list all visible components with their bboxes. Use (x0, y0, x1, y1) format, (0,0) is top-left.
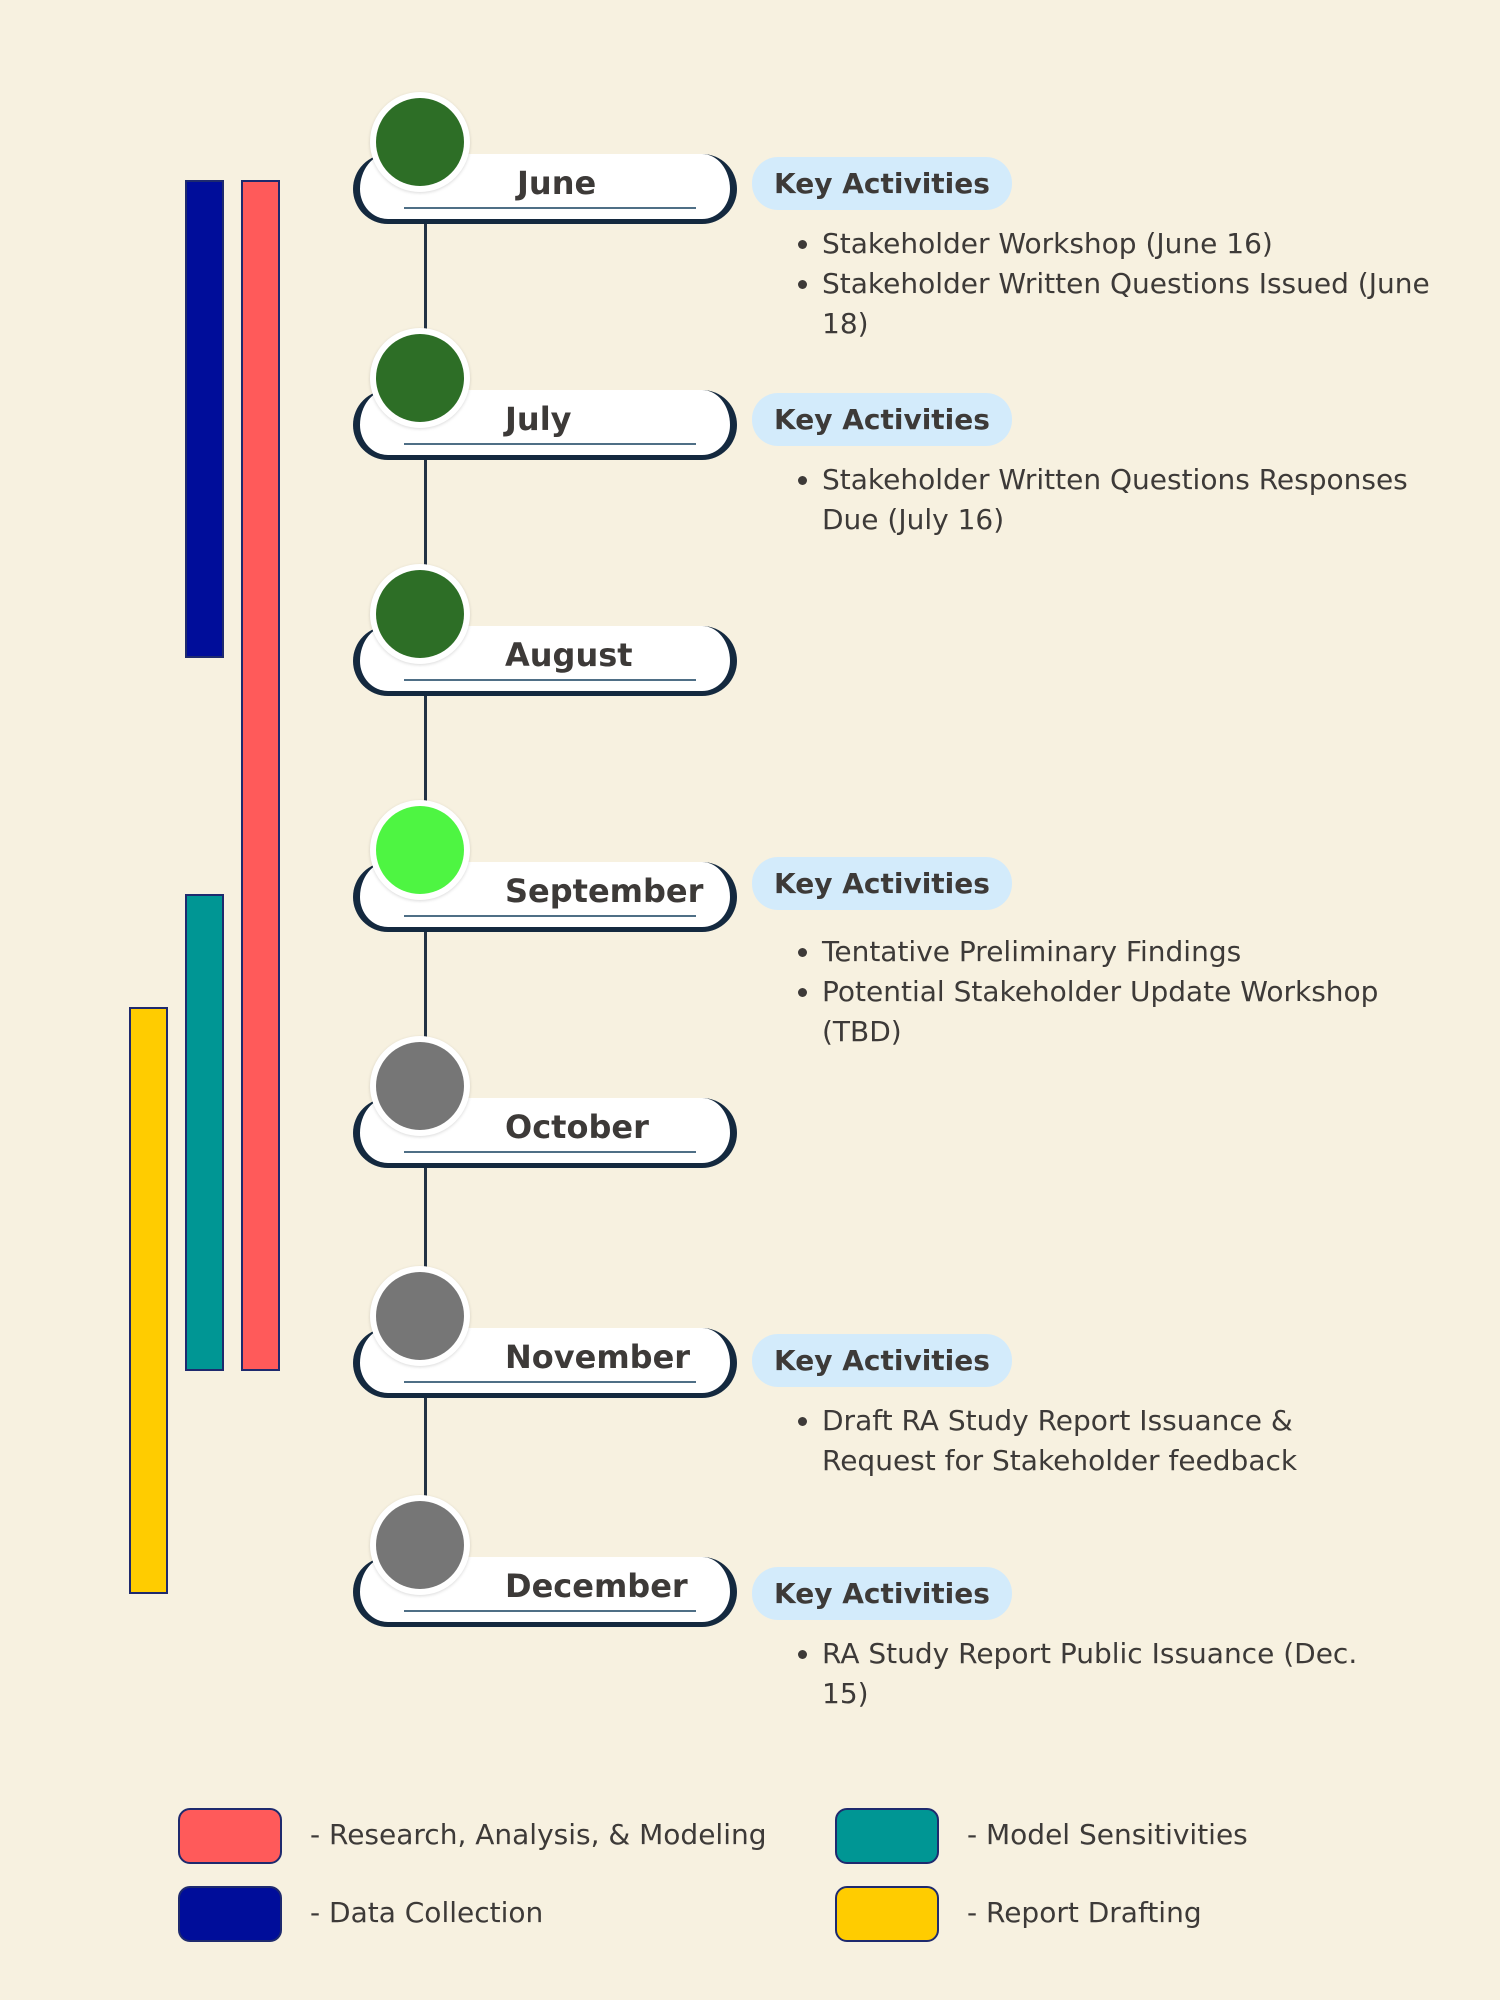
status-circle (370, 564, 470, 664)
status-circle (370, 1036, 470, 1136)
pill-underline (404, 915, 696, 917)
activity-item: Draft RA Study Report Issuance & Request… (822, 1401, 1362, 1481)
month-label: August (505, 636, 633, 674)
month-label: November (505, 1338, 691, 1376)
activity-list: Draft RA Study Report Issuance & Request… (752, 1401, 1362, 1481)
month-label: July (505, 400, 572, 438)
month-label: October (505, 1108, 649, 1146)
month-october: October (353, 1036, 743, 1172)
status-dot (376, 98, 464, 186)
activity-list: RA Study Report Public Issuance (Dec. 15… (752, 1634, 1362, 1714)
month-pill: July (353, 390, 737, 460)
legend-swatch (178, 1808, 282, 1864)
pill-underline (404, 679, 696, 681)
report-drafting-bar (129, 1007, 168, 1594)
status-circle (370, 1266, 470, 1366)
status-circle (370, 92, 470, 192)
status-dot (376, 1042, 464, 1130)
pill-underline (404, 1381, 696, 1383)
status-circle (370, 328, 470, 428)
month-november: November (353, 1266, 743, 1402)
key-activities-tag: Key Activities (752, 157, 1012, 210)
status-circle (370, 800, 470, 900)
status-circle (370, 1495, 470, 1595)
pill-underline (404, 1610, 696, 1612)
activity-list: Stakeholder Workshop (June 16) Stakehold… (752, 224, 1452, 344)
status-dot (376, 1272, 464, 1360)
month-august: August (353, 564, 743, 700)
model-sensitivities-bar (185, 894, 224, 1371)
month-december: December (353, 1495, 743, 1631)
activity-item: Stakeholder Written Questions Issued (Ju… (822, 264, 1452, 344)
key-activities-july: Key Activities Stakeholder Written Quest… (752, 393, 1452, 540)
activity-list: Stakeholder Written Questions Responses … (752, 460, 1452, 540)
legend-label: - Model Sensitivities (967, 1818, 1248, 1851)
key-activities-september: Key Activities Tentative Preliminary Fin… (752, 857, 1452, 1052)
activity-item: Stakeholder Workshop (June 16) (822, 224, 1452, 264)
month-label: September (505, 872, 704, 910)
month-label: June (517, 164, 597, 202)
activity-list: Tentative Preliminary Findings Potential… (752, 932, 1452, 1052)
pill-underline (404, 207, 696, 209)
month-label: December (505, 1567, 688, 1605)
month-june: June (353, 92, 743, 228)
legend-label: - Report Drafting (967, 1896, 1202, 1929)
key-activities-june: Key Activities Stakeholder Workshop (Jun… (752, 157, 1452, 344)
key-activities-tag: Key Activities (752, 857, 1012, 910)
key-activities-tag: Key Activities (752, 1567, 1012, 1620)
status-dot (376, 570, 464, 658)
legend-swatch (835, 1886, 939, 1942)
activity-item: Stakeholder Written Questions Responses … (822, 460, 1452, 540)
pill-underline (404, 443, 696, 445)
activity-item: Potential Stakeholder Update Workshop (T… (822, 972, 1452, 1052)
status-dot (376, 1501, 464, 1589)
research-analysis-modeling-bar (241, 180, 280, 1371)
data-collection-bar (185, 180, 224, 658)
key-activities-tag: Key Activities (752, 1334, 1012, 1387)
status-dot (376, 806, 464, 894)
status-dot (376, 334, 464, 422)
pill-underline (404, 1151, 696, 1153)
activity-item: RA Study Report Public Issuance (Dec. 15… (822, 1634, 1362, 1714)
key-activities-december: Key Activities RA Study Report Public Is… (752, 1567, 1452, 1714)
activity-item: Tentative Preliminary Findings (822, 932, 1452, 972)
legend-swatch (835, 1808, 939, 1864)
key-activities-november: Key Activities Draft RA Study Report Iss… (752, 1334, 1452, 1481)
legend-label: - Data Collection (310, 1896, 544, 1929)
month-july: July (353, 328, 743, 464)
legend-label: - Research, Analysis, & Modeling (310, 1818, 767, 1851)
legend-swatch (178, 1886, 282, 1942)
key-activities-tag: Key Activities (752, 393, 1012, 446)
month-september: September (353, 800, 743, 936)
